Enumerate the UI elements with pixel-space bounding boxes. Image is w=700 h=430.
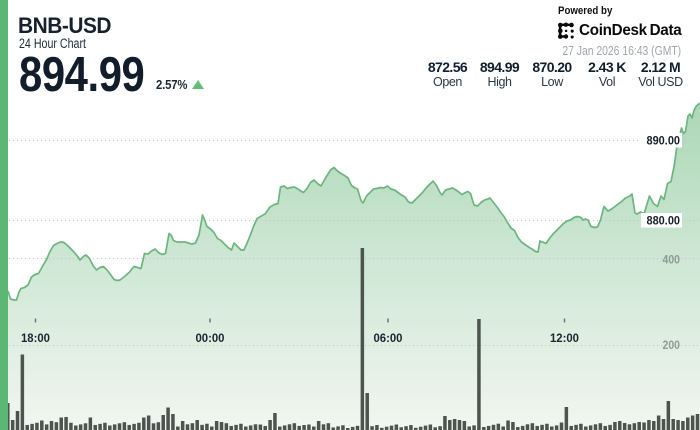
- svg-text:12:00: 12:00: [550, 331, 579, 345]
- svg-text:890.00: 890.00: [647, 134, 681, 148]
- svg-text:00:00: 00:00: [196, 331, 225, 345]
- svg-text:06:00: 06:00: [374, 331, 403, 345]
- svg-text:18:00: 18:00: [21, 331, 50, 345]
- svg-text:880.00: 880.00: [647, 214, 681, 228]
- svg-text:400: 400: [663, 253, 681, 267]
- svg-text:200: 200: [663, 338, 681, 352]
